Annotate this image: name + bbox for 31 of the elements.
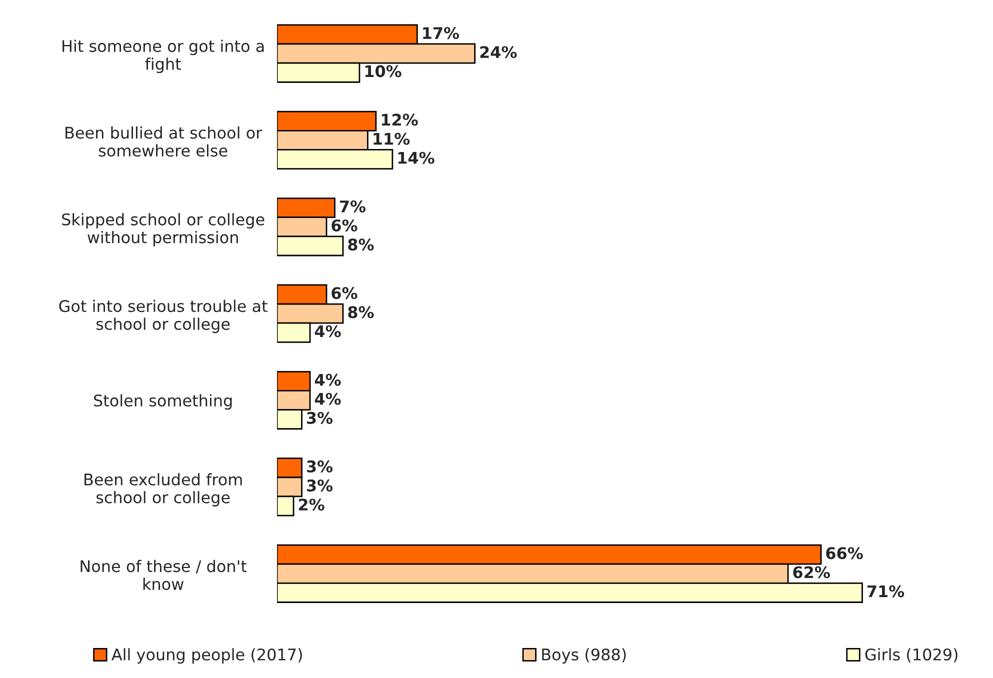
data-label: 66% <box>826 547 863 560</box>
y-tick-label: Got into serious trouble at school or college <box>59 300 268 334</box>
y-tick-label: None of these / don't know <box>80 560 247 590</box>
y-tick-label: Stolen something <box>94 394 232 410</box>
y-tick-label: Skipped school or college without permission <box>62 213 264 246</box>
data-label: 6% <box>332 287 358 300</box>
y-tick-label: Hit someone or got into a fight <box>62 40 264 74</box>
y-tick-label: Been excluded from school or college <box>84 473 242 506</box>
data-label: 17% <box>423 26 460 40</box>
data-label: 24% <box>480 46 517 58</box>
data-label: 3% <box>307 460 333 473</box>
data-label: 71% <box>867 585 904 598</box>
legend-label: Boys (988) <box>542 648 626 664</box>
data-label: 4% <box>314 392 341 405</box>
data-label: 12% <box>382 114 418 126</box>
data-label: 4% <box>314 325 341 338</box>
y-tick-label: Been bullied at school or somewhere else <box>66 126 262 157</box>
data-label: 6% <box>332 219 358 232</box>
data-label: 11% <box>374 132 410 145</box>
legend-label: All young people (2017) <box>112 648 302 664</box>
data-label: 14% <box>398 152 434 164</box>
data-label: 3% <box>307 412 333 424</box>
legend-label: Girls (1029) <box>865 648 958 662</box>
data-label: 3% <box>307 480 333 492</box>
data-label: 8% <box>348 306 374 318</box>
data-label: 62% <box>793 566 830 578</box>
data-label: 8% <box>348 238 374 251</box>
data-label: 2% <box>298 498 324 511</box>
data-label: 7% <box>340 200 366 212</box>
data-label: 10% <box>365 65 402 78</box>
data-label: 4% <box>314 374 341 386</box>
